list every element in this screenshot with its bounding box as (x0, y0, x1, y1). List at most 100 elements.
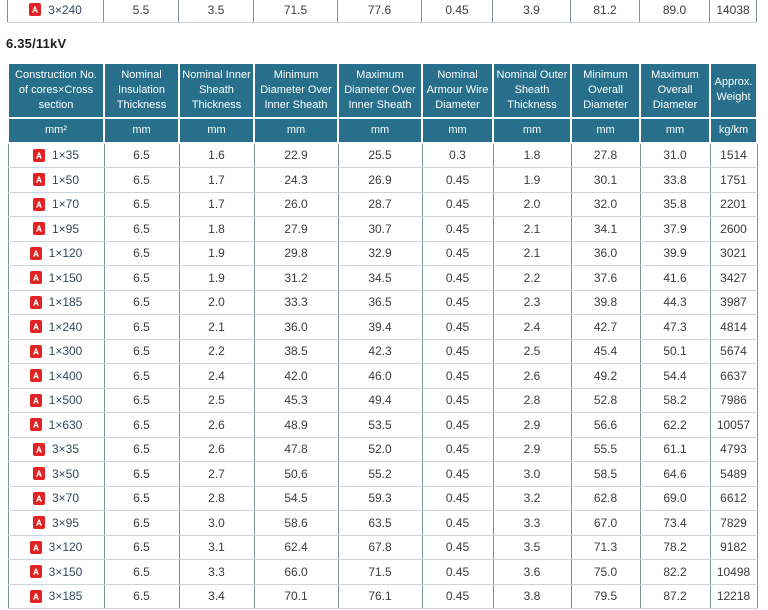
cell-value: 59.3 (337, 485, 423, 512)
pdf-icon[interactable] (29, 295, 42, 309)
cell-value: 32.0 (570, 191, 641, 218)
construction-label: 1×70 (51, 197, 80, 212)
pdf-icon[interactable] (32, 516, 45, 530)
cell-value: 32.9 (337, 240, 423, 267)
cell-value: 27.9 (253, 216, 339, 242)
construction-label: 1×120 (48, 246, 83, 261)
pdf-icon[interactable] (29, 565, 42, 579)
cell-value: 55.2 (337, 461, 423, 487)
column-header: Nominal Armour Wire Diameter (421, 62, 494, 119)
cell-value: 0.45 (421, 167, 494, 193)
cell-value: 3987 (709, 289, 758, 316)
construction-label: 1×50 (51, 172, 80, 187)
pdf-icon[interactable] (29, 540, 42, 554)
pdf-icon[interactable] (29, 3, 42, 16)
cell-value: 6.5 (103, 363, 180, 389)
cell-value: 6.5 (103, 387, 180, 414)
construction-label: 1×35 (51, 148, 80, 163)
cell-value: 62.4 (253, 534, 339, 561)
cell-value: 3.2 (492, 485, 572, 512)
cell-value: 27.8 (570, 142, 641, 169)
construction-cell: 1×35 (7, 142, 105, 169)
pdf-icon[interactable] (32, 222, 45, 236)
pdf-icon[interactable] (29, 320, 42, 334)
pdf-icon[interactable] (29, 393, 42, 407)
cell-value: 50.1 (639, 338, 711, 365)
construction-label: 1×500 (48, 393, 83, 408)
pdf-icon[interactable] (29, 344, 42, 358)
pdf-icon[interactable] (29, 589, 42, 603)
table-row: 3×240 5.5 3.5 71.5 77.6 0.45 3.9 81.2 89… (7, 0, 757, 23)
construction-label: 3×35 (51, 442, 80, 457)
table-row: 1×95 6.5 1.8 27.9 30.7 0.45 2.1 34.1 37.9 2600 (7, 216, 758, 242)
cell-value: 1.9 (178, 240, 255, 267)
pdf-icon[interactable] (29, 369, 42, 383)
construction-cell: 1×300 (7, 338, 105, 365)
table-row: 3×35 6.5 2.6 47.8 52.0 0.45 2.9 55.5 61.1 4793 (7, 436, 758, 463)
cell-value: 37.9 (639, 216, 711, 242)
pdf-icon[interactable] (32, 197, 45, 211)
cell-value: 75.0 (570, 559, 641, 585)
cell-value: 0.45 (421, 289, 494, 316)
pdf-icon[interactable] (32, 491, 45, 505)
cell-value: 2.4 (178, 363, 255, 389)
unit-cell: mm (253, 116, 339, 144)
cell-value: 2.0 (178, 289, 255, 316)
cell-value: 1.7 (178, 191, 255, 218)
cell-value: 61.1 (639, 436, 711, 463)
cell-value: 66.0 (253, 559, 339, 585)
cable-spec-table: Construction No. of cores×Cross section … (7, 62, 758, 610)
cell-value: 3.8 (492, 583, 572, 610)
table-body: 1×35 6.5 1.6 22.9 25.5 0.3 1.8 27.8 31.0 1514 1×… (7, 142, 758, 610)
table-row: 3×120 6.5 3.1 62.4 67.8 0.45 3.5 71.3 78.2 9182 (7, 534, 758, 561)
cell-value: 10057 (709, 412, 758, 438)
cell-value: 6.5 (103, 412, 180, 438)
cell-value: 0.45 (421, 216, 494, 242)
construction-cell: 3×185 (7, 583, 105, 610)
cell-value: 6.5 (103, 583, 180, 610)
cell-value: 2.5 (492, 338, 572, 365)
table-row: 3×70 6.5 2.8 54.5 59.3 0.45 3.2 62.8 69.0 6612 (7, 485, 758, 512)
table-row: 1×240 6.5 2.1 36.0 39.4 0.45 2.4 42.7 47.3 4814 (7, 314, 758, 340)
cell-value: 48.9 (253, 412, 339, 438)
cell-value: 34.1 (570, 216, 641, 242)
pdf-icon[interactable] (29, 418, 42, 432)
cell-value: 71.5 (337, 559, 423, 585)
cell-value: 54.4 (639, 363, 711, 389)
cell-value: 41.6 (639, 265, 711, 291)
cell-value: 0.45 (421, 534, 494, 561)
cell-value: 4814 (709, 314, 758, 340)
cell-value: 30.1 (570, 167, 641, 193)
construction-cell: 1×630 (7, 412, 105, 438)
cell-value: 45.4 (570, 338, 641, 365)
cell-value: 9182 (709, 534, 758, 561)
cell-value: 1751 (709, 167, 758, 193)
pdf-icon[interactable] (29, 246, 42, 260)
cell-value: 42.3 (337, 338, 423, 365)
cell-value: 0.45 (421, 559, 494, 585)
cell-value: 2.8 (492, 387, 572, 414)
cell-value: 0.45 (421, 191, 494, 218)
column-header: Maximum Overall Diameter (639, 62, 711, 119)
cell-value: 2.9 (492, 412, 572, 438)
cell-value: 52.8 (570, 387, 641, 414)
cell-value: 6.5 (103, 142, 180, 169)
cell-value: 0.45 (421, 265, 494, 291)
cell-value: 0.45 (421, 314, 494, 340)
unit-cell: kg/km (709, 116, 758, 144)
cell-value: 2.6 (492, 363, 572, 389)
cell-value: 6.5 (103, 167, 180, 193)
cell-value: 2.1 (492, 216, 572, 242)
pdf-icon[interactable] (32, 173, 45, 187)
pdf-icon[interactable] (32, 148, 45, 162)
section-title: 6.35/11kV (6, 36, 67, 51)
pdf-icon[interactable] (32, 467, 45, 481)
cell-value: 5.5 (103, 0, 179, 23)
cell-value: 26.0 (253, 191, 339, 218)
pdf-icon[interactable] (29, 271, 42, 285)
pdf-icon[interactable] (32, 442, 45, 456)
cell-value: 2.3 (492, 289, 572, 316)
cell-value: 39.4 (337, 314, 423, 340)
construction-cell: 1×240 (7, 314, 105, 340)
